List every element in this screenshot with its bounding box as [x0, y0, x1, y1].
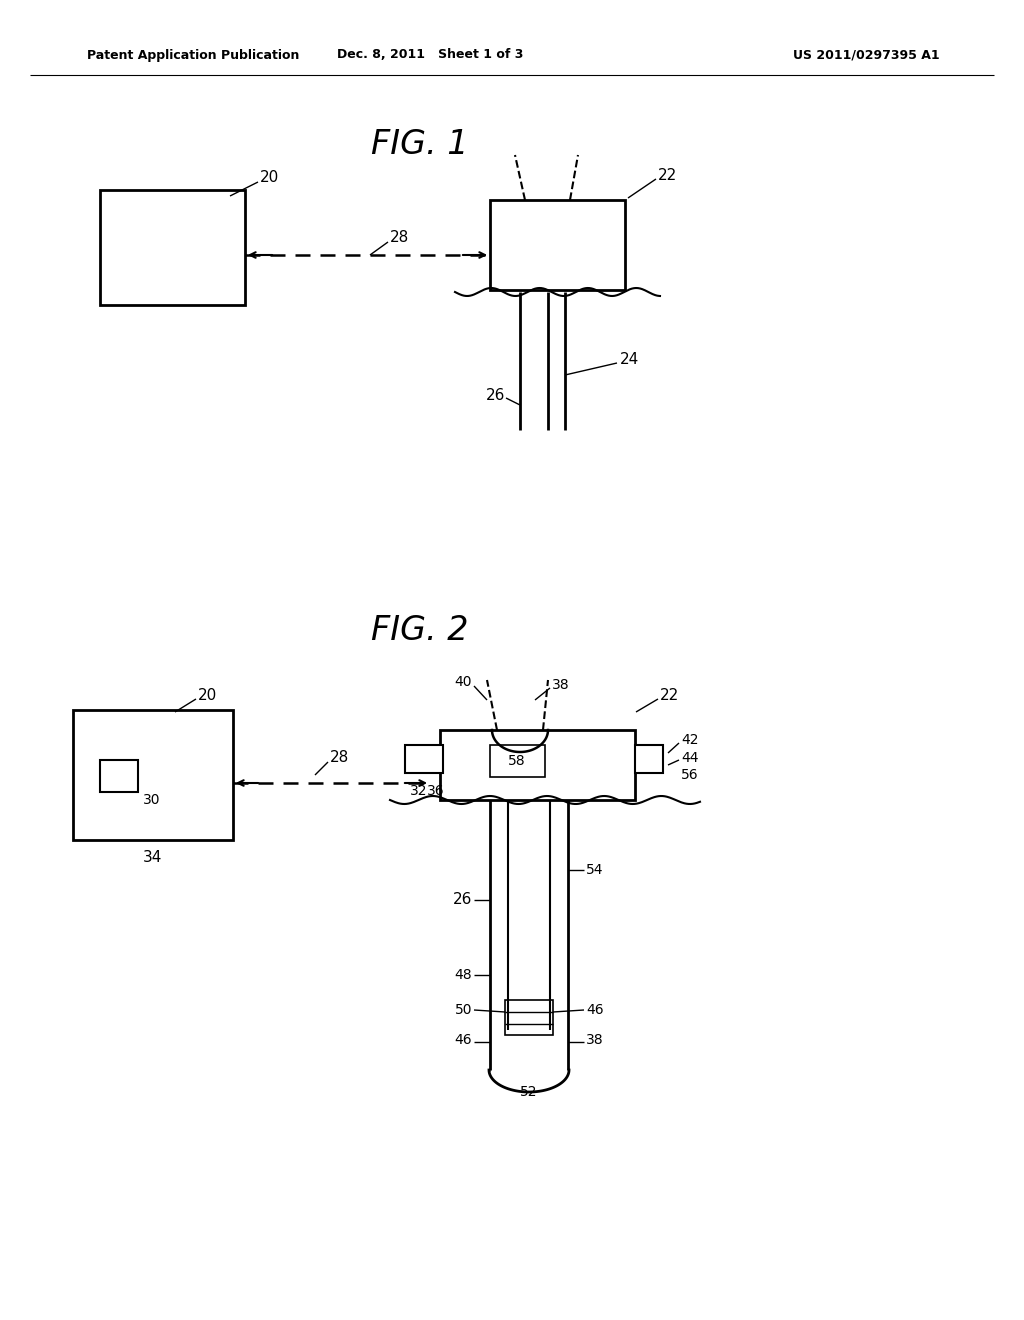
Text: 56: 56 [681, 768, 698, 781]
Text: 28: 28 [390, 230, 410, 244]
Text: 58: 58 [508, 754, 525, 768]
Text: 38: 38 [586, 1034, 603, 1047]
Text: 44: 44 [681, 751, 698, 766]
Bar [100, 190, 245, 305]
Text: 26: 26 [485, 388, 505, 403]
Bar [490, 744, 545, 777]
Text: 20: 20 [260, 170, 280, 186]
Bar [73, 710, 233, 840]
Bar [406, 744, 443, 774]
Text: Dec. 8, 2011   Sheet 1 of 3: Dec. 8, 2011 Sheet 1 of 3 [337, 49, 523, 62]
Text: 24: 24 [620, 352, 639, 367]
Text: 26: 26 [453, 892, 472, 908]
Bar [505, 1001, 553, 1035]
Text: 40: 40 [455, 675, 472, 689]
Text: 20: 20 [198, 688, 217, 702]
Bar [100, 760, 138, 792]
Text: 32: 32 [411, 784, 428, 799]
Text: 28: 28 [330, 751, 349, 766]
Text: 52: 52 [520, 1085, 538, 1100]
Text: 34: 34 [143, 850, 163, 866]
Text: 30: 30 [143, 793, 161, 807]
Text: US 2011/0297395 A1: US 2011/0297395 A1 [794, 49, 940, 62]
Text: 42: 42 [681, 733, 698, 747]
Text: 50: 50 [455, 1003, 472, 1016]
Text: 38: 38 [552, 678, 569, 692]
Text: 48: 48 [455, 968, 472, 982]
Bar [635, 744, 663, 774]
Text: 36: 36 [427, 784, 444, 799]
Text: 54: 54 [586, 863, 603, 876]
Text: 22: 22 [658, 168, 677, 182]
Text: Patent Application Publication: Patent Application Publication [87, 49, 299, 62]
Text: 22: 22 [660, 688, 679, 702]
Bar [490, 201, 625, 290]
Text: FIG. 1: FIG. 1 [372, 128, 469, 161]
Bar [440, 730, 635, 800]
Text: 46: 46 [586, 1003, 603, 1016]
Text: FIG. 2: FIG. 2 [372, 614, 469, 647]
Text: 46: 46 [455, 1034, 472, 1047]
